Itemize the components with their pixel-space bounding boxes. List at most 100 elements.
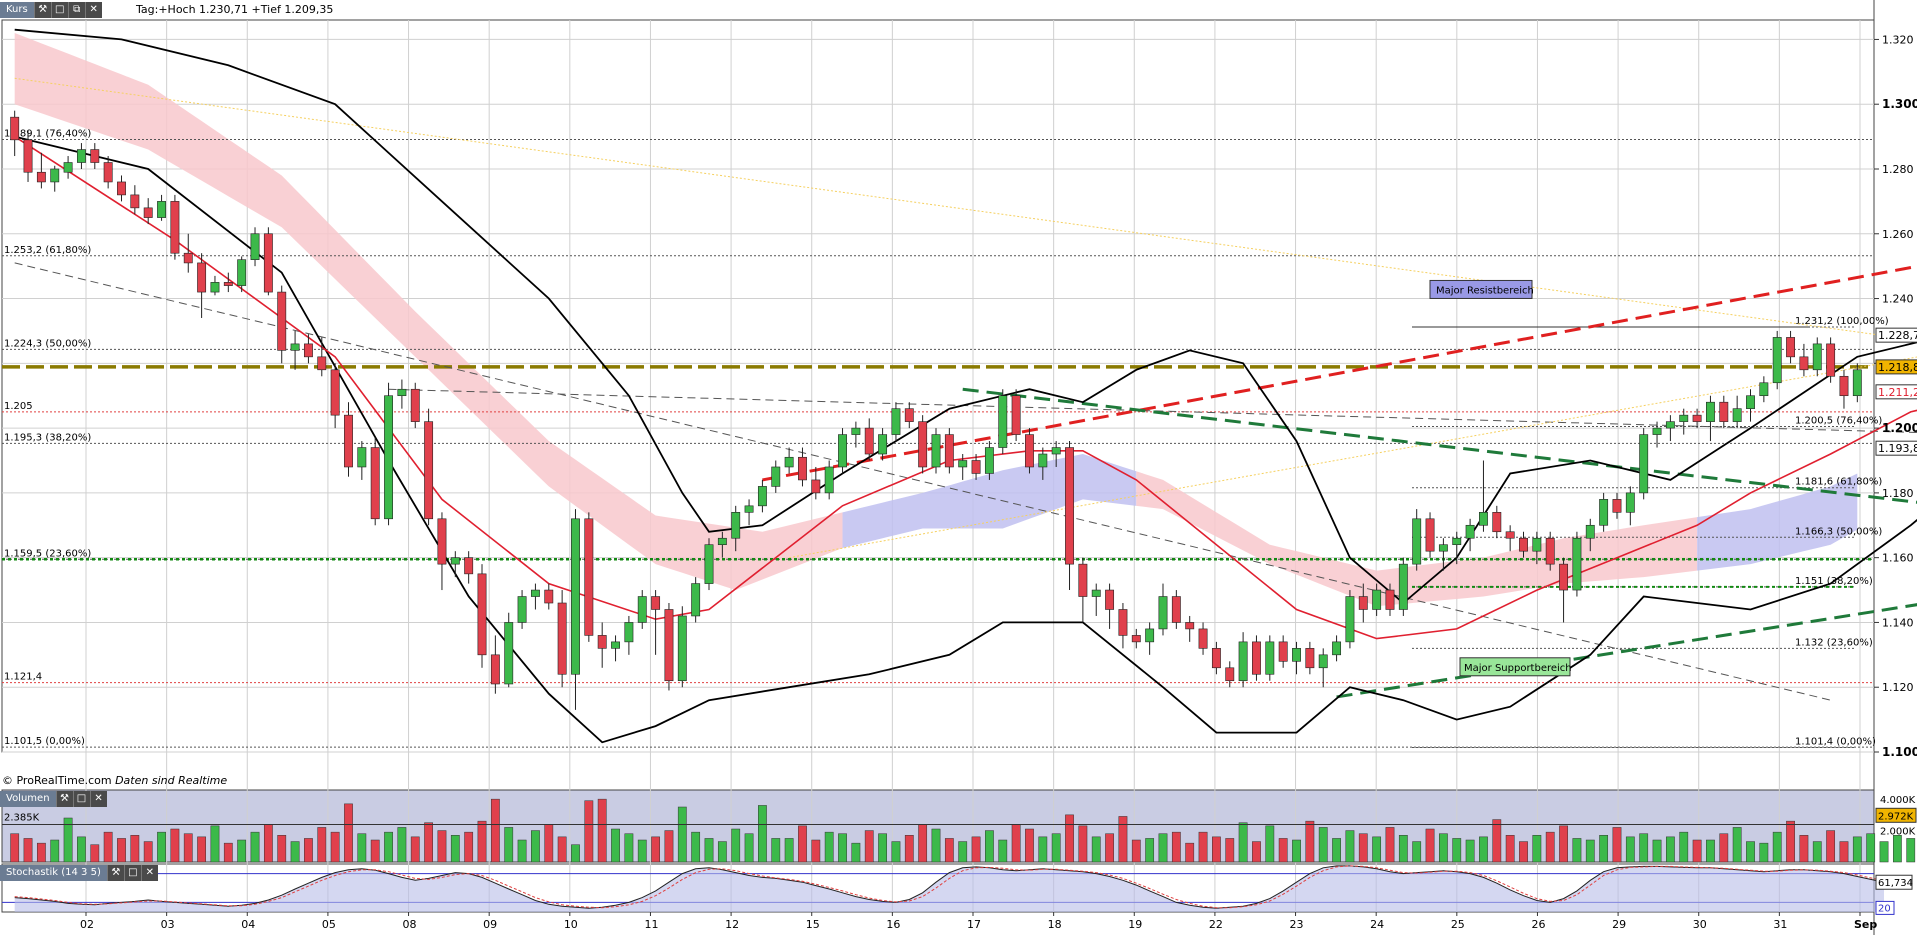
- volume-bar: [771, 838, 781, 863]
- fib-label-right: 1.166,3 (50,00%): [1795, 526, 1882, 537]
- candle-up: [1852, 369, 1862, 397]
- candle-up: [1091, 589, 1101, 597]
- candle-up: [397, 388, 407, 397]
- window-icon[interactable]: □: [123, 865, 141, 881]
- volume-bar: [143, 841, 153, 863]
- close-icon[interactable]: ✕: [140, 865, 158, 881]
- candle-down: [10, 116, 20, 141]
- price-box: [1875, 327, 1917, 343]
- candle-down: [437, 518, 447, 565]
- stoch-low-label: 20: [1878, 903, 1891, 914]
- volume-bar: [904, 835, 914, 863]
- price-box-label: 1.228,7: [1878, 329, 1917, 342]
- candle-up: [744, 505, 754, 513]
- volume-bar: [1625, 836, 1635, 863]
- volume-bar: [651, 836, 660, 863]
- volume-bar: [798, 825, 807, 863]
- volume-bar: [290, 841, 300, 863]
- candle-down: [1505, 531, 1515, 539]
- candle-up: [691, 583, 701, 617]
- volume-bar: [958, 841, 968, 863]
- candle-down: [410, 388, 420, 422]
- volume-bar: [1799, 835, 1809, 863]
- volume-bar: [1465, 839, 1475, 863]
- stoch-box-label: 61,734: [1878, 878, 1913, 889]
- volume-bar: [317, 827, 327, 863]
- volume-bar: [1572, 838, 1582, 863]
- candle-down: [1185, 622, 1195, 630]
- candle-up: [1292, 648, 1301, 662]
- candle-up: [1772, 337, 1782, 384]
- candle-up: [1265, 641, 1275, 675]
- volume-bar: [1892, 835, 1902, 863]
- wrench-icon[interactable]: ⚒: [55, 791, 73, 807]
- volume-bar: [1332, 838, 1341, 863]
- candle-up: [1345, 596, 1355, 643]
- bollinger-upper: [14, 28, 1917, 605]
- volume-bar: [157, 831, 166, 863]
- candle-down: [277, 291, 287, 351]
- x-tick-label: 22: [1209, 918, 1223, 931]
- candle-up: [757, 486, 767, 507]
- fib-label-right: 1.132 (23,60%): [1795, 637, 1873, 648]
- candle-up: [1625, 492, 1635, 513]
- source-label: © ProRealTime.com: [2, 774, 112, 787]
- volume-bar: [183, 833, 193, 863]
- flat-trendline: [388, 388, 1917, 433]
- volume-bar: [985, 830, 994, 863]
- candle-up: [250, 233, 260, 260]
- fib-label-right: 1.101,4 (0,00%): [1795, 736, 1876, 747]
- candle-up: [1479, 512, 1488, 526]
- candle-down: [1425, 518, 1435, 552]
- price-box-label: 1.211,2: [1878, 386, 1917, 399]
- candles: [10, 110, 1862, 710]
- x-tick-label: 30: [1693, 918, 1707, 931]
- x-tick-label: 05: [322, 918, 336, 931]
- price-box-label: 1.218,89: [1878, 361, 1917, 374]
- candle-up: [530, 589, 540, 597]
- source-note: © ProRealTime.com Daten sind Realtime: [2, 774, 227, 787]
- volume-bar: [170, 828, 180, 863]
- close-icon[interactable]: ✕: [84, 2, 102, 18]
- candle-down: [344, 414, 353, 468]
- window-icon[interactable]: □: [72, 791, 90, 807]
- x-tick-label: 25: [1451, 918, 1465, 931]
- date-axis: 02 03 04 05 08 09 10 11 12 15 16 17 18 19 22 23 24 25 26 29…: [80, 912, 1877, 931]
- cloud-segment: [1697, 473, 1858, 571]
- x-tick-label: 08: [403, 918, 417, 931]
- candle-up: [731, 512, 741, 539]
- volume-bar: [304, 838, 313, 863]
- candle-down: [1211, 648, 1221, 669]
- moving-average: [14, 135, 1917, 640]
- volume-bar: [1078, 825, 1088, 863]
- fib-label-left: 1.159,5 (23,60%): [4, 548, 91, 559]
- candle-up: [931, 434, 941, 468]
- volume-panel-label: Volumen: [0, 791, 56, 807]
- candle-down: [1545, 537, 1555, 565]
- wrench-icon[interactable]: ⚒: [33, 2, 51, 18]
- volume-bar: [1118, 816, 1128, 863]
- volume-bar: [931, 828, 941, 863]
- volume-bar: [584, 800, 594, 863]
- x-tick-label: 23: [1290, 918, 1304, 931]
- volume-bar: [717, 841, 727, 863]
- window-icon[interactable]: □: [50, 2, 68, 18]
- candle-up: [384, 395, 393, 520]
- candle-down: [1025, 434, 1034, 468]
- x-tick-label: 24: [1370, 918, 1384, 931]
- candle-down: [23, 139, 33, 173]
- volume-bar: [1706, 839, 1715, 863]
- restore-icon[interactable]: ⧉: [67, 2, 85, 18]
- candle-down: [103, 162, 113, 183]
- close-icon[interactable]: ✕: [89, 791, 107, 807]
- x-tick-label: 03: [161, 918, 175, 931]
- price-axis: 1.3201.3001.2801.2601.2401.2201.2001.180…: [1874, 33, 1917, 915]
- candle-up: [1465, 524, 1475, 539]
- candle-up: [1372, 589, 1382, 610]
- candle-up: [237, 259, 247, 286]
- volume-bar: [1839, 841, 1849, 863]
- y-tick-label: 1.260: [1882, 228, 1914, 241]
- volume-bar: [1278, 838, 1288, 863]
- wrench-icon[interactable]: ⚒: [106, 865, 124, 881]
